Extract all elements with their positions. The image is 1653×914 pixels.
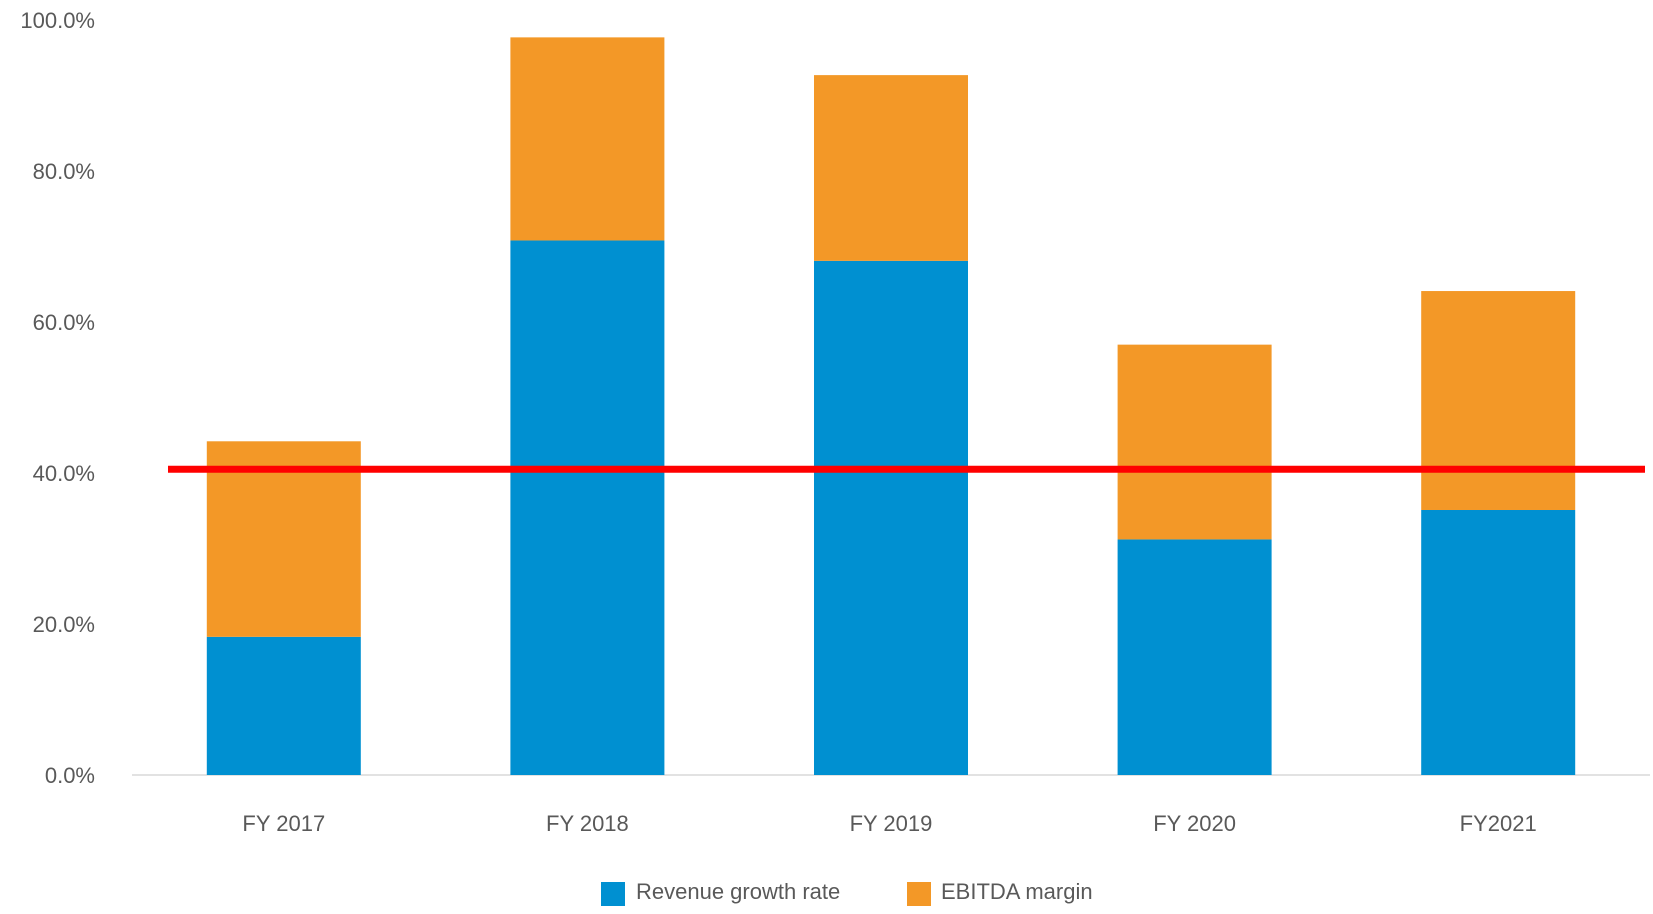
y-tick-label: 60.0%	[33, 310, 95, 335]
x-tick-label: FY 2020	[1153, 811, 1236, 836]
y-axis-ticks: 0.0% 20.0% 40.0% 60.0% 80.0% 100.0%	[20, 8, 95, 788]
bar-stack	[510, 37, 665, 775]
legend-swatch	[601, 882, 625, 906]
bar-ebitda-margin	[206, 441, 361, 637]
legend-label: EBITDA margin	[941, 879, 1093, 904]
y-tick-label: 20.0%	[33, 612, 95, 637]
y-tick-label: 40.0%	[33, 461, 95, 486]
x-tick-label: FY 2018	[546, 811, 629, 836]
legend-label: Revenue growth rate	[636, 879, 840, 904]
y-tick-label: 100.0%	[20, 8, 95, 33]
bar-revenue-growth-rate	[1117, 539, 1272, 775]
bar-stack	[206, 441, 361, 775]
bar-ebitda-margin	[510, 37, 665, 241]
x-axis-ticks: FY 2017 FY 2018 FY 2019 FY 2020 FY2021	[242, 811, 1536, 836]
bar-stack	[1117, 344, 1272, 775]
x-tick-label: FY 2019	[850, 811, 933, 836]
bar-revenue-growth-rate	[1421, 509, 1576, 775]
x-tick-label: FY 2017	[242, 811, 325, 836]
bar-revenue-growth-rate	[510, 240, 665, 775]
bar-ebitda-margin	[1421, 291, 1576, 510]
bar-stack	[814, 75, 968, 776]
y-tick-label: 0.0%	[45, 763, 95, 788]
bar-revenue-growth-rate	[206, 636, 361, 775]
legend: Revenue growth rate EBITDA margin	[601, 879, 1093, 906]
x-tick-label: FY2021	[1460, 811, 1537, 836]
bar-stack	[1421, 291, 1576, 775]
bar-revenue-growth-rate	[814, 260, 968, 776]
legend-item: Revenue growth rate	[601, 879, 840, 906]
bar-ebitda-margin	[1117, 344, 1272, 540]
legend-swatch	[907, 882, 931, 906]
bar-ebitda-margin	[814, 75, 968, 261]
legend-item: EBITDA margin	[907, 879, 1093, 906]
y-tick-label: 80.0%	[33, 159, 95, 184]
bars	[206, 37, 1576, 776]
